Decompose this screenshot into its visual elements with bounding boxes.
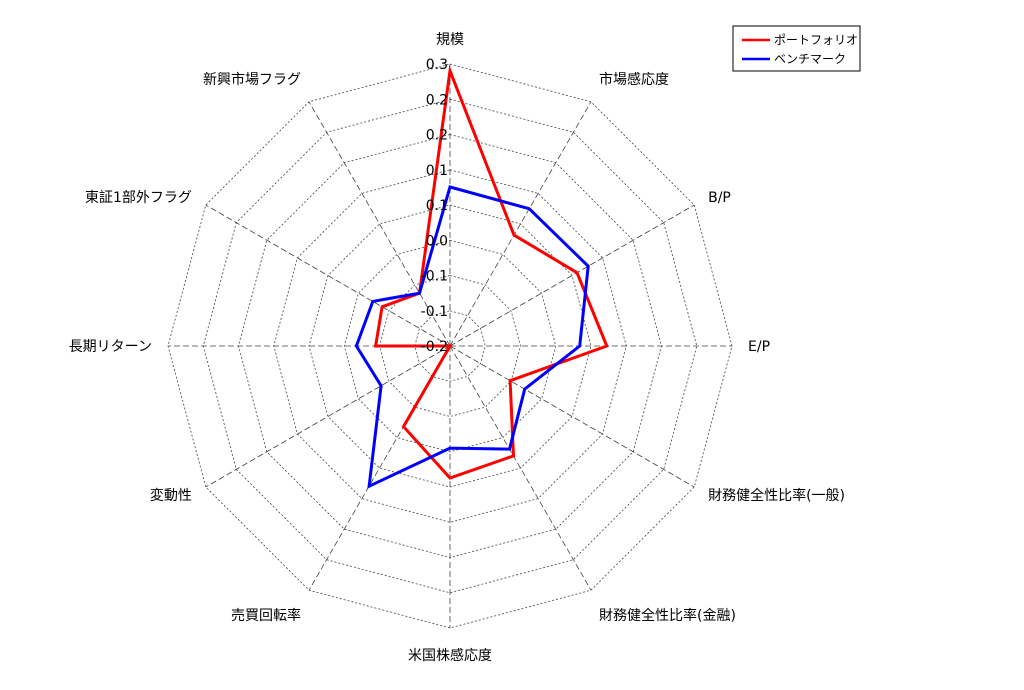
spoke-8 — [205, 345, 451, 488]
tick-label: -0.1 — [421, 269, 448, 285]
series-benchmark — [354, 185, 590, 489]
spoke-11 — [308, 101, 451, 347]
axis-label-3: E/P — [748, 339, 770, 355]
grid-ring-1 — [414, 310, 486, 382]
spoke-4 — [449, 345, 695, 488]
tick-label: 0.2 — [426, 92, 448, 108]
spoke-1 — [449, 101, 592, 347]
tick-label: -0.2 — [421, 339, 448, 355]
axis-label-1: 市場感応度 — [599, 71, 669, 88]
axis-label-5: 財務健全性比率(金融) — [599, 607, 736, 624]
tick-label: -0.1 — [421, 304, 448, 320]
radar-series — [354, 64, 609, 489]
tick-label: 0.1 — [426, 163, 448, 179]
spoke-2 — [449, 204, 695, 347]
axis-label-10: 東証1部外フラグ — [85, 190, 192, 206]
tick-label: 0.2 — [426, 128, 448, 144]
legend-box — [732, 25, 861, 72]
spoke-10 — [205, 204, 451, 347]
axis-label-4: 財務健全性比率(一般) — [708, 487, 845, 504]
grid-ring-2 — [379, 275, 521, 417]
tick-label: 0.1 — [426, 198, 448, 214]
spoke-5 — [449, 345, 592, 591]
legend-label-benchmark: ベンチマーク — [774, 52, 846, 66]
legend-label-portfolio: ポートフォリオ — [774, 33, 858, 47]
axis-label-8: 変動性 — [150, 487, 192, 504]
axis-label-0: 規模 — [436, 32, 464, 48]
axis-label-11: 新興市場フラグ — [203, 71, 301, 88]
axis-label-7: 売買回転率 — [231, 607, 301, 624]
axis-label-6: 米国株感応度 — [408, 647, 492, 664]
tick-label: 0.0 — [426, 233, 448, 249]
axis-label-9: 長期リターン — [69, 339, 152, 355]
tick-label: 0.3 — [426, 57, 448, 73]
legend: ポートフォリオ ベンチマーク — [732, 25, 861, 72]
grid-ring-3 — [343, 239, 557, 453]
series-portfolio — [373, 64, 609, 480]
axis-label-2: B/P — [708, 190, 731, 206]
radial-tick-labels: -0.2 -0.1 -0.1 0.0 0.1 0.1 0.2 0.2 0.3 — [421, 57, 448, 355]
